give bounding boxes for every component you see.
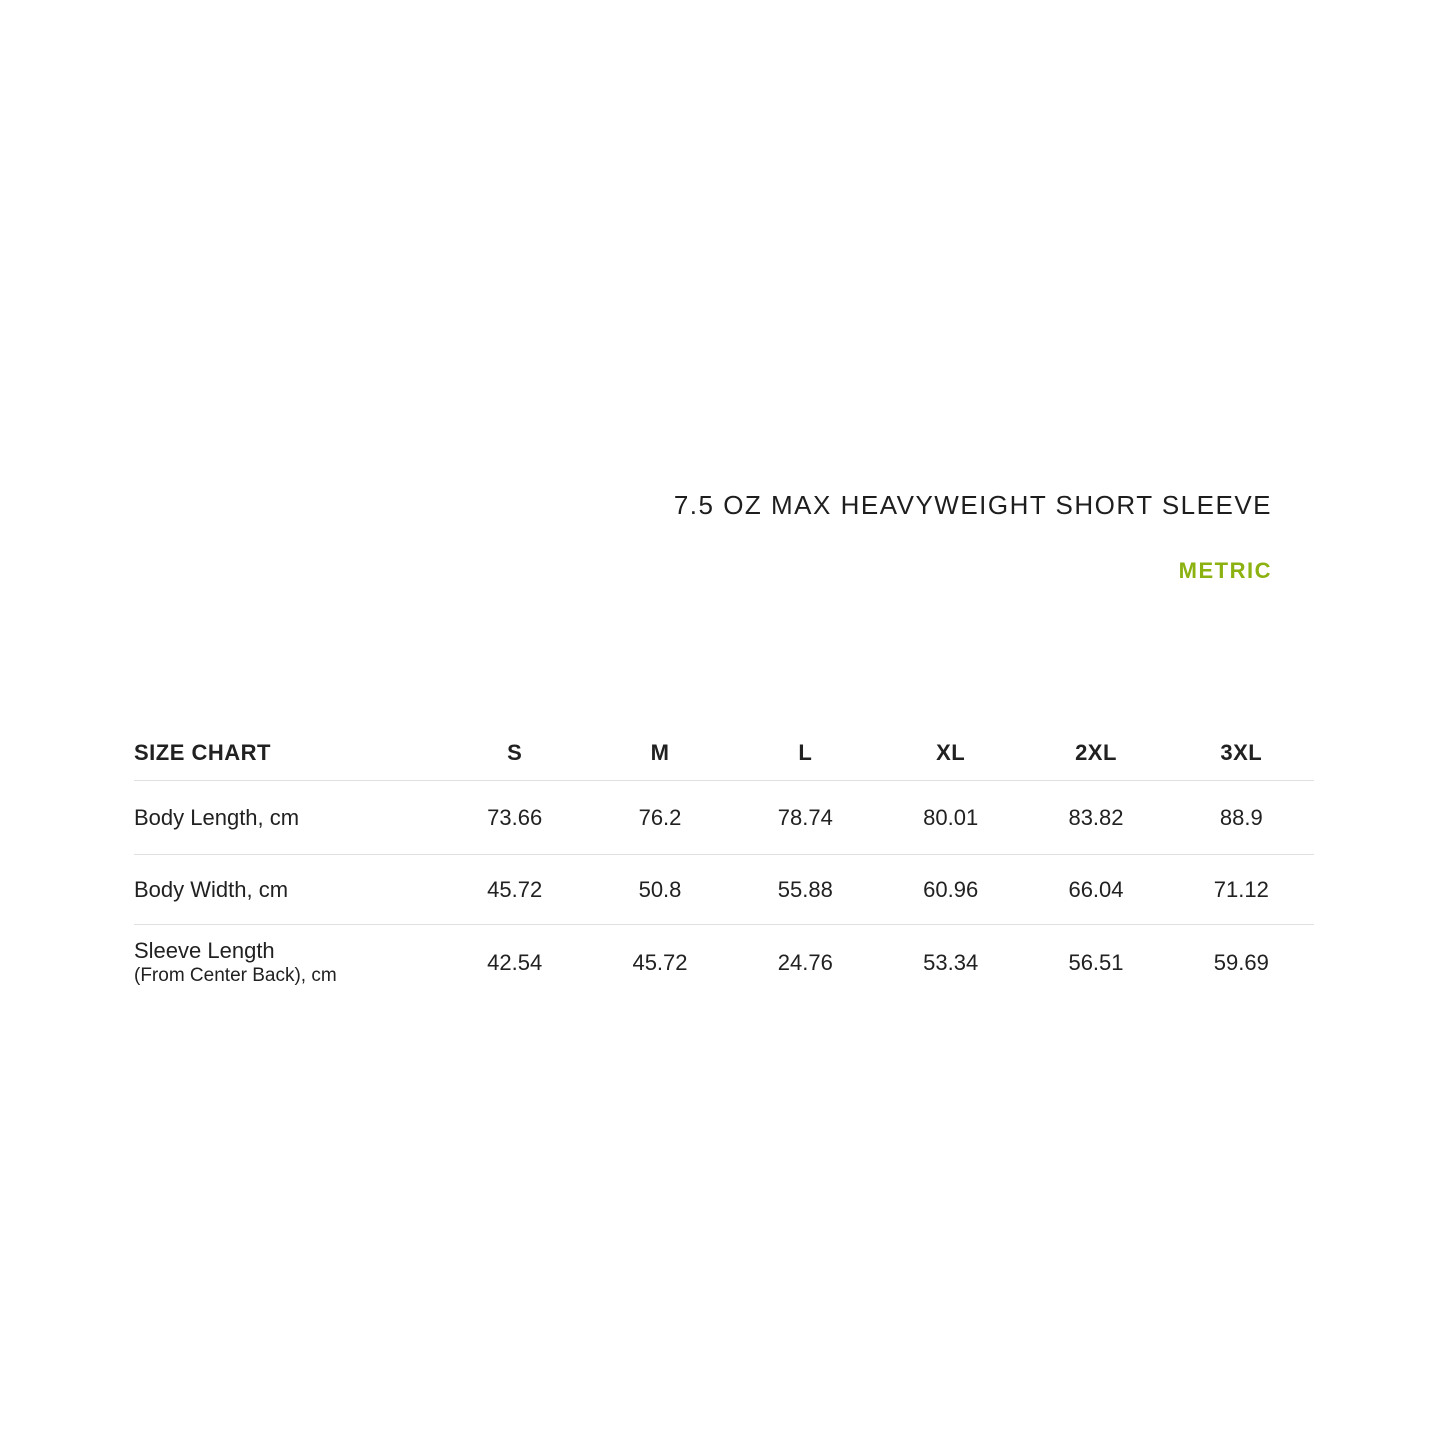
cell-sleeve-length-2xl: 56.51: [1068, 950, 1124, 975]
row-label-sleeve-length: Sleeve Length (From Center Back), cm: [134, 938, 442, 988]
table-row-body-length: Body Length, cm 73.66 76.2 78.74 80.01 8…: [134, 781, 1314, 855]
cell-body-width-l: 55.88: [777, 876, 833, 902]
cell-body-width-xl: 60.96: [923, 876, 979, 902]
cell-sleeve-length-xl: 53.34: [923, 950, 979, 975]
column-header-xl: XL: [936, 740, 966, 765]
size-chart-heading: SIZE CHART: [134, 740, 271, 765]
sleeve-length-sublabel: (From Center Back), cm: [134, 965, 337, 986]
column-header-3xl: 3XL: [1220, 740, 1263, 765]
sleeve-length-label: Sleeve Length: [134, 938, 275, 963]
cell-body-width-s: 45.72: [487, 876, 543, 902]
cell-sleeve-length-3xl: 59.69: [1213, 950, 1269, 975]
row-label-body-length: Body Length, cm: [134, 804, 300, 830]
table-header-row: SIZE CHART S M L XL 2XL 3XL: [134, 726, 1314, 781]
product-title: 7.5 OZ MAX HEAVYWEIGHT SHORT SLEEVE: [673, 490, 1272, 520]
table-row-sleeve-length: Sleeve Length (From Center Back), cm 42.…: [134, 925, 1314, 1001]
cell-body-length-s: 73.66: [487, 804, 543, 830]
cell-sleeve-length-l: 24.76: [777, 950, 833, 975]
cell-body-length-2xl: 83.82: [1068, 804, 1124, 830]
column-header-m: M: [650, 740, 670, 765]
cell-body-length-3xl: 88.9: [1219, 804, 1263, 830]
column-header-s: S: [507, 740, 523, 765]
product-header: 7.5 OZ MAX HEAVYWEIGHT SHORT SLEEVE METR…: [674, 492, 1272, 583]
size-chart-table: SIZE CHART S M L XL 2XL 3XL Body Length,…: [134, 726, 1314, 1001]
cell-body-width-3xl: 71.12: [1213, 876, 1269, 902]
metric-unit-toggle[interactable]: METRIC: [1178, 558, 1272, 583]
column-header-l: L: [798, 740, 813, 765]
cell-body-width-2xl: 66.04: [1068, 876, 1124, 902]
cell-sleeve-length-s: 42.54: [487, 950, 543, 975]
cell-sleeve-length-m: 45.72: [632, 950, 688, 975]
column-header-2xl: 2XL: [1075, 740, 1117, 765]
row-label-body-width: Body Width, cm: [134, 876, 289, 902]
table-row-body-width: Body Width, cm 45.72 50.8 55.88 60.96 66…: [134, 855, 1314, 925]
cell-body-width-m: 50.8: [638, 876, 682, 902]
cell-body-length-l: 78.74: [777, 804, 833, 830]
cell-body-length-m: 76.2: [638, 804, 682, 830]
cell-body-length-xl: 80.01: [923, 804, 979, 830]
